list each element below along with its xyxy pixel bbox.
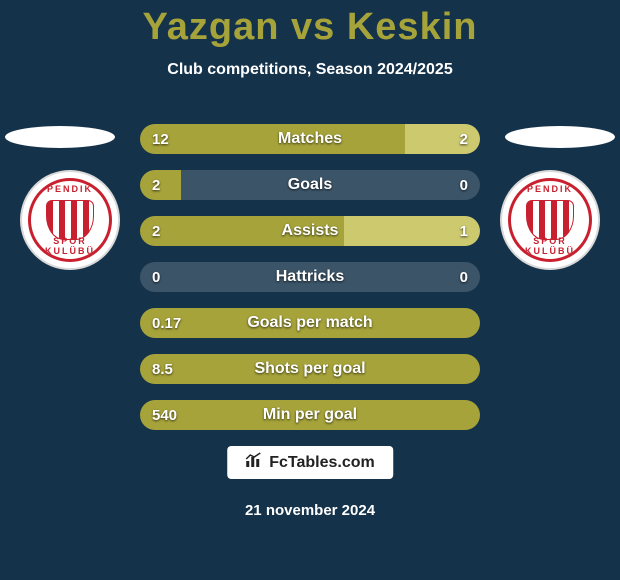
stat-value-left: 8.5: [152, 354, 173, 384]
stat-row: Goals2 0: [140, 170, 480, 200]
stat-row: Matches12 2: [140, 124, 480, 154]
stat-value-left: 540: [152, 400, 177, 430]
footer-date: 21 november 2024: [245, 502, 375, 519]
stat-row: Shots per goal8.5: [140, 354, 480, 384]
chart-icon: [245, 452, 263, 473]
comparison-bars: Matches122Goals20Assists21Hattricks00Goa…: [140, 124, 480, 446]
badge-stripes-icon: [46, 200, 94, 240]
club-badge-right: PENDIK SPOR KULÜBÜ: [500, 170, 600, 270]
stat-row: Hattricks0 0: [140, 262, 480, 292]
stat-label: Hattricks: [140, 262, 480, 292]
stat-label: Goals: [140, 170, 480, 200]
stat-label: Goals per match: [140, 308, 480, 338]
stat-label: Shots per goal: [140, 354, 480, 384]
stat-label: Assists: [140, 216, 480, 246]
badge-text-top: PENDIK: [511, 184, 589, 194]
footer-brand: FcTables.com: [227, 446, 393, 479]
stat-value-right: 0: [460, 262, 468, 292]
stat-value-right: 1: [460, 216, 468, 246]
stat-label: Min per goal: [140, 400, 480, 430]
stat-row: Min per goal540: [140, 400, 480, 430]
badge-text-bottom: SPOR KULÜBÜ: [31, 236, 109, 256]
stat-value-left: 2: [152, 170, 160, 200]
stat-value-left: 0.17: [152, 308, 181, 338]
badge-stripes-icon: [526, 200, 574, 240]
badge-text-bottom: SPOR KULÜBÜ: [511, 236, 589, 256]
stat-value-right: 2: [460, 124, 468, 154]
player-ellipse-right: [505, 126, 615, 148]
stat-label: Matches: [140, 124, 480, 154]
stat-value-left: 2: [152, 216, 160, 246]
stat-value-right: 0: [460, 170, 468, 200]
stat-row: Goals per match0.17: [140, 308, 480, 338]
footer-brand-text: FcTables.com: [269, 454, 375, 472]
comparison-title: Yazgan vs Keskin: [0, 0, 620, 49]
club-badge-left: PENDIK SPOR KULÜBÜ: [20, 170, 120, 270]
comparison-subtitle: Club competitions, Season 2024/2025: [0, 61, 620, 79]
stat-value-left: 0: [152, 262, 160, 292]
stat-row: Assists2 1: [140, 216, 480, 246]
stat-value-left: 12: [152, 124, 169, 154]
player-ellipse-left: [5, 126, 115, 148]
badge-text-top: PENDIK: [31, 184, 109, 194]
